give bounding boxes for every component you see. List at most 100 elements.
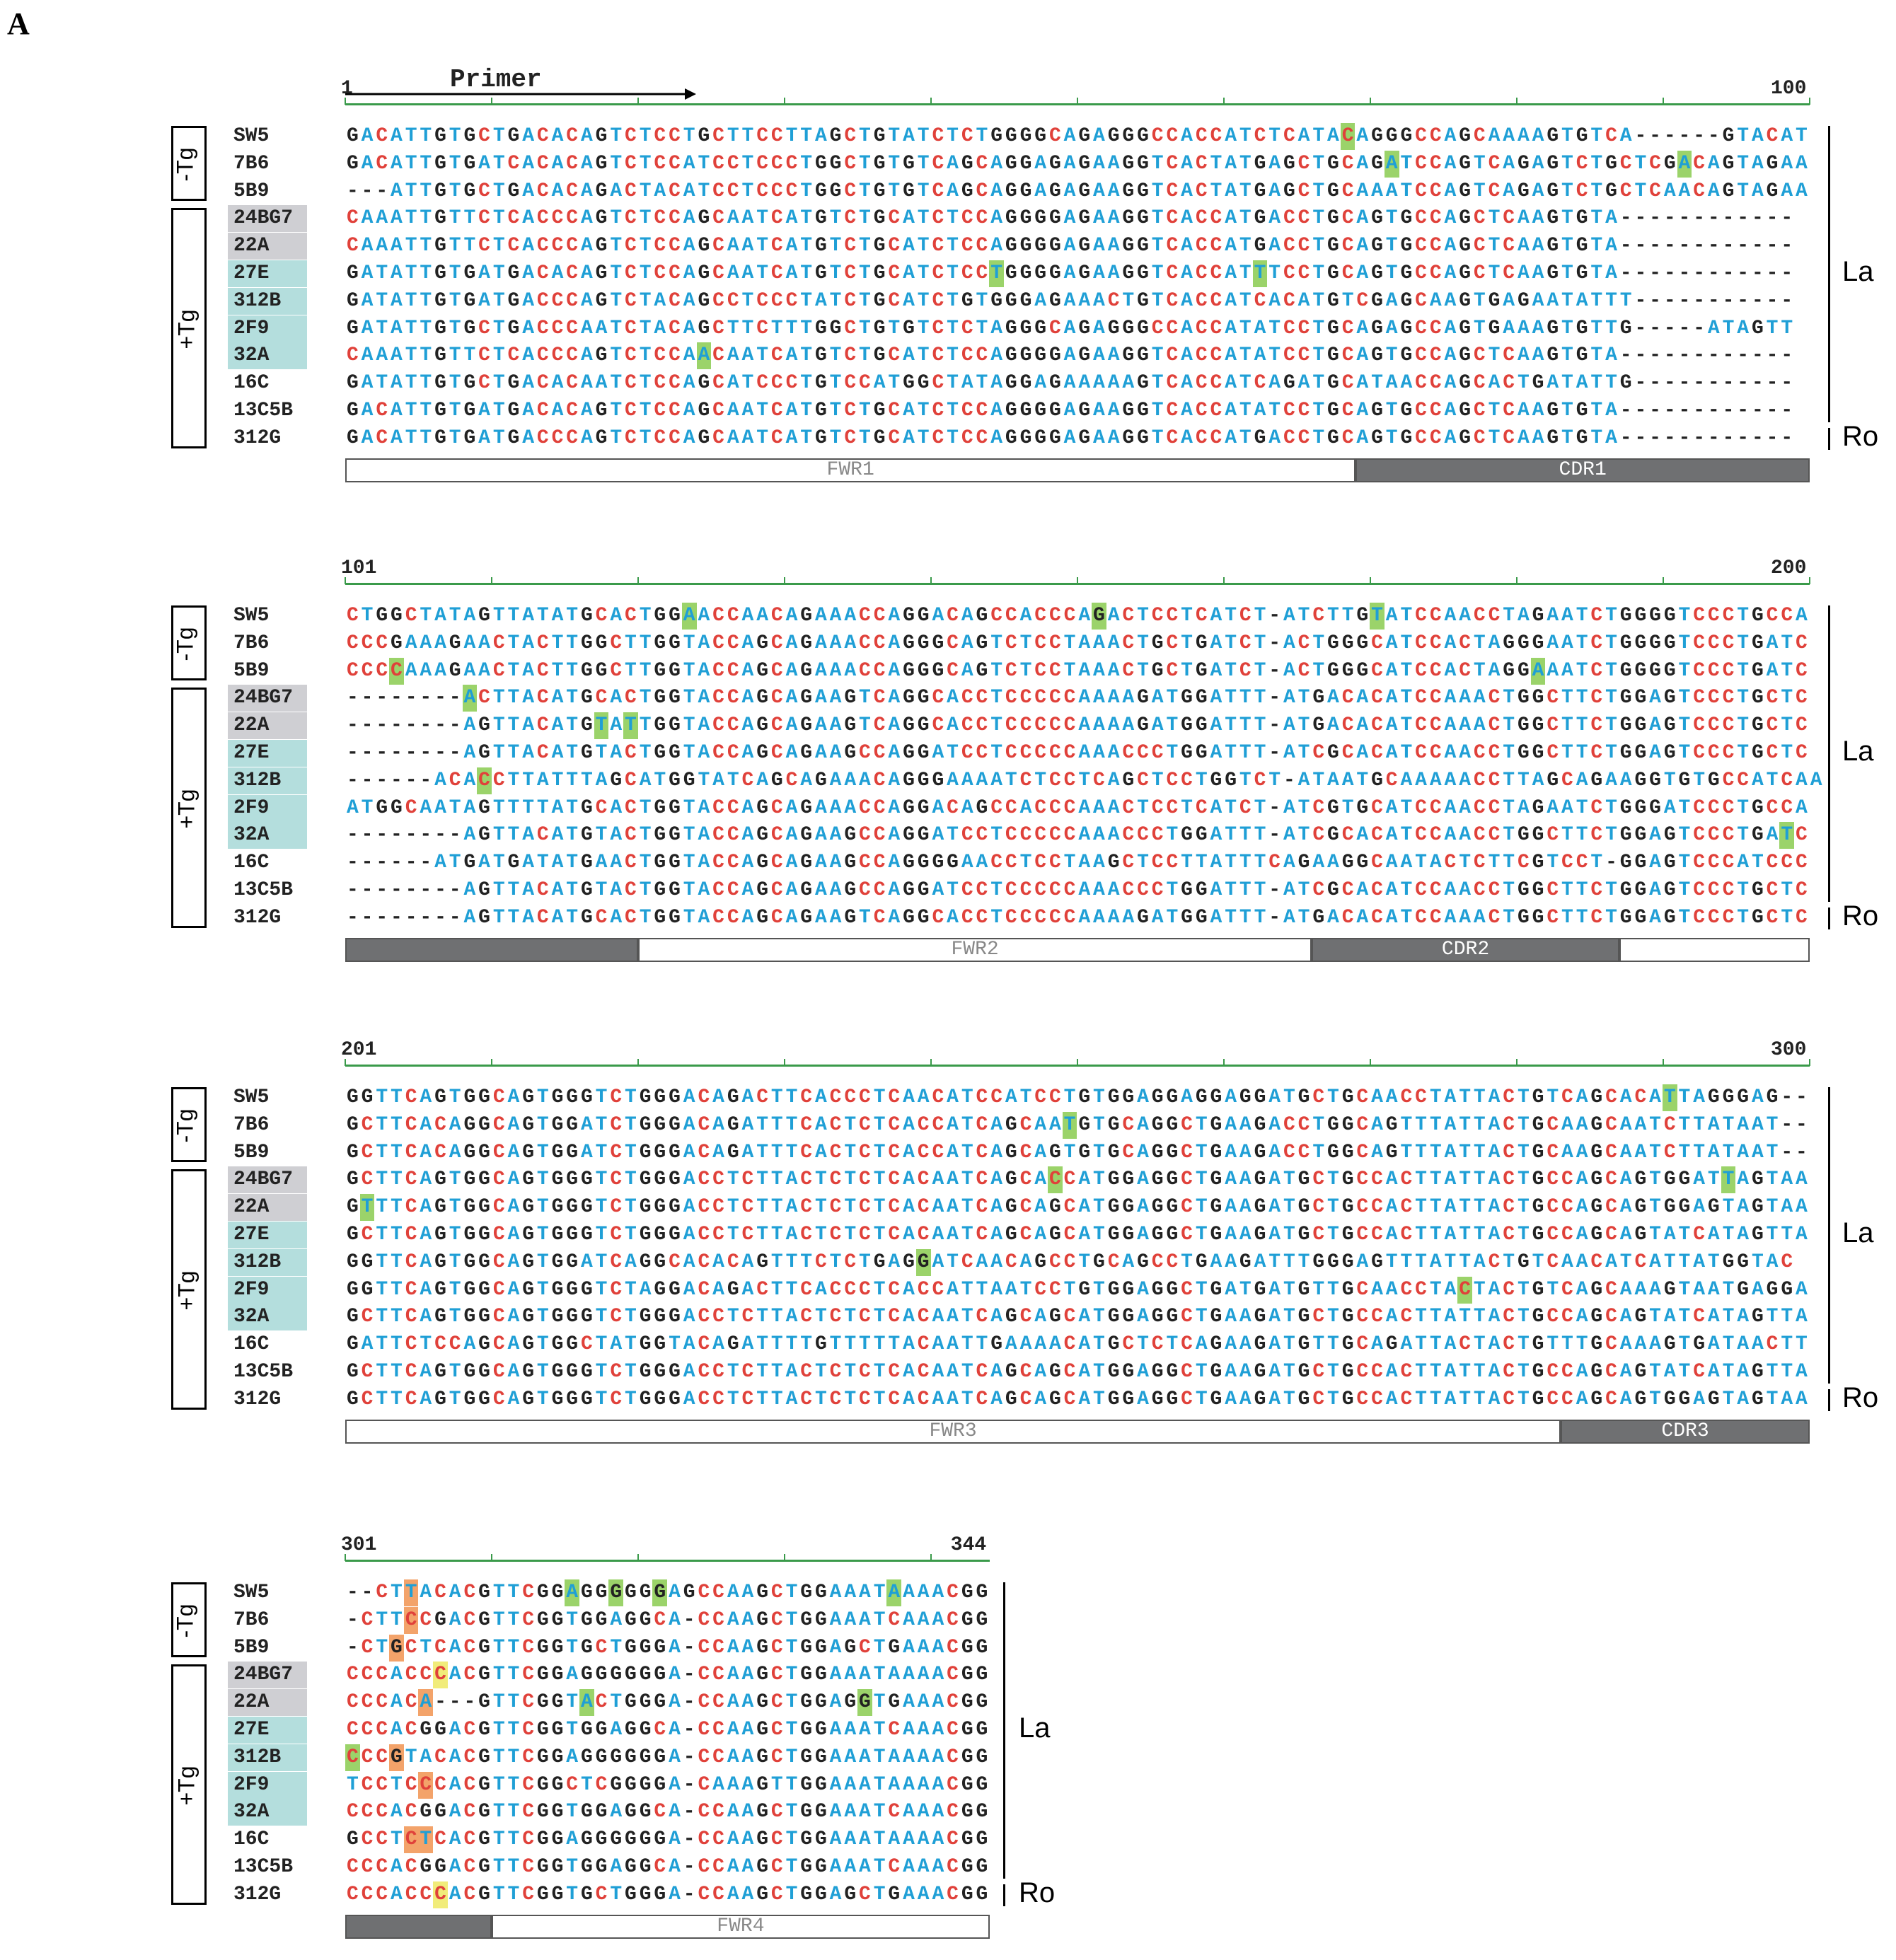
region-bar: FWR1 bbox=[345, 458, 1356, 482]
group-box-pos bbox=[171, 688, 207, 928]
group-label-neg: -Tg bbox=[172, 627, 198, 661]
ruler-tick bbox=[1370, 98, 1371, 105]
sample-label-shade bbox=[228, 1662, 307, 1689]
sample-label-shade bbox=[228, 1248, 307, 1276]
ruler-tick bbox=[491, 98, 492, 105]
ro-bracket bbox=[1003, 1884, 1005, 1906]
sample-label: 22A bbox=[233, 235, 270, 257]
sample-label: 27E bbox=[233, 742, 270, 764]
sample-label: 312B bbox=[233, 1746, 282, 1768]
region-bar: FWR3 bbox=[345, 1419, 1561, 1444]
sample-label: 27E bbox=[233, 1719, 270, 1741]
ruler-tick bbox=[1077, 1059, 1078, 1066]
ruler-tick bbox=[1223, 1059, 1225, 1066]
sample-label-shade bbox=[228, 1689, 307, 1717]
ruler-tick bbox=[1809, 577, 1810, 584]
ro-bracket bbox=[1828, 1388, 1830, 1411]
ruler-tick bbox=[345, 98, 346, 105]
ruler-tick bbox=[637, 1554, 639, 1561]
la-bracket bbox=[1828, 605, 1830, 902]
group-box-neg bbox=[171, 1582, 207, 1658]
sample-label-shade bbox=[228, 1166, 307, 1194]
ruler-tick bbox=[637, 1059, 639, 1066]
sample-label: 32A bbox=[233, 824, 270, 847]
sample-label: 24BG7 bbox=[233, 207, 294, 230]
ruler-tick bbox=[1663, 577, 1664, 584]
ruler-tick bbox=[784, 577, 785, 584]
sample-label: 13C5B bbox=[233, 400, 294, 422]
sample-label: 27E bbox=[233, 262, 270, 284]
sample-label: 5B9 bbox=[233, 1141, 270, 1164]
sample-label: 7B6 bbox=[233, 632, 270, 654]
sample-label-shade bbox=[228, 260, 307, 287]
sample-label-shade bbox=[228, 1799, 307, 1826]
sample-label: 312B bbox=[233, 769, 282, 791]
group-box-pos bbox=[171, 1169, 207, 1410]
ruler-tick bbox=[1516, 1059, 1518, 1066]
sample-label: 24BG7 bbox=[233, 1169, 294, 1191]
region-bar: FWR4 bbox=[492, 1914, 990, 1939]
sample-label: 2F9 bbox=[233, 1773, 270, 1796]
position-ruler bbox=[345, 1560, 990, 1562]
ro-label: Ro bbox=[1019, 1877, 1056, 1908]
sample-label: 312B bbox=[233, 289, 282, 312]
sample-label: 7B6 bbox=[233, 1608, 270, 1631]
sample-label: 16C bbox=[233, 372, 270, 395]
ro-label: Ro bbox=[1842, 1381, 1879, 1413]
position-start-label: 101 bbox=[341, 557, 377, 579]
ruler-tick bbox=[1663, 1059, 1664, 1066]
sample-label-shade bbox=[228, 342, 307, 370]
panel-label: A bbox=[7, 6, 30, 41]
sample-label-shade bbox=[228, 740, 307, 767]
sample-label: 312G bbox=[233, 1388, 282, 1410]
sample-label-shade bbox=[228, 1744, 307, 1771]
ro-label: Ro bbox=[1842, 900, 1879, 932]
sample-label-shade bbox=[228, 1771, 307, 1799]
position-start-label: 201 bbox=[341, 1039, 377, 1061]
position-end-label: 200 bbox=[1771, 557, 1807, 579]
sample-label: 312G bbox=[233, 1883, 282, 1906]
sample-label: 22A bbox=[233, 714, 270, 737]
sample-label-shade bbox=[228, 822, 307, 849]
